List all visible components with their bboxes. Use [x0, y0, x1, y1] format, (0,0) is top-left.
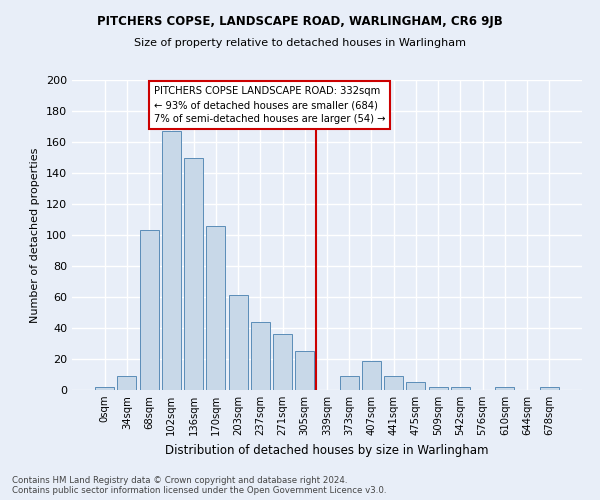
- Bar: [451, 387, 470, 390]
- Bar: [273, 334, 292, 390]
- Bar: [118, 376, 136, 390]
- X-axis label: Distribution of detached houses by size in Warlingham: Distribution of detached houses by size …: [165, 444, 489, 456]
- Bar: [362, 360, 381, 390]
- Bar: [95, 387, 114, 390]
- Text: Size of property relative to detached houses in Warlingham: Size of property relative to detached ho…: [134, 38, 466, 48]
- Bar: [429, 387, 448, 390]
- Bar: [540, 387, 559, 390]
- Text: Contains HM Land Registry data © Crown copyright and database right 2024.
Contai: Contains HM Land Registry data © Crown c…: [12, 476, 386, 495]
- Bar: [184, 158, 203, 390]
- Text: PITCHERS COPSE, LANDSCAPE ROAD, WARLINGHAM, CR6 9JB: PITCHERS COPSE, LANDSCAPE ROAD, WARLINGH…: [97, 15, 503, 28]
- Y-axis label: Number of detached properties: Number of detached properties: [31, 148, 40, 322]
- Bar: [206, 226, 225, 390]
- Bar: [140, 230, 158, 390]
- Bar: [251, 322, 270, 390]
- Bar: [384, 376, 403, 390]
- Bar: [340, 376, 359, 390]
- Bar: [162, 131, 181, 390]
- Bar: [496, 387, 514, 390]
- Bar: [406, 382, 425, 390]
- Text: PITCHERS COPSE LANDSCAPE ROAD: 332sqm
← 93% of detached houses are smaller (684): PITCHERS COPSE LANDSCAPE ROAD: 332sqm ← …: [154, 86, 385, 124]
- Bar: [229, 296, 248, 390]
- Bar: [295, 351, 314, 390]
